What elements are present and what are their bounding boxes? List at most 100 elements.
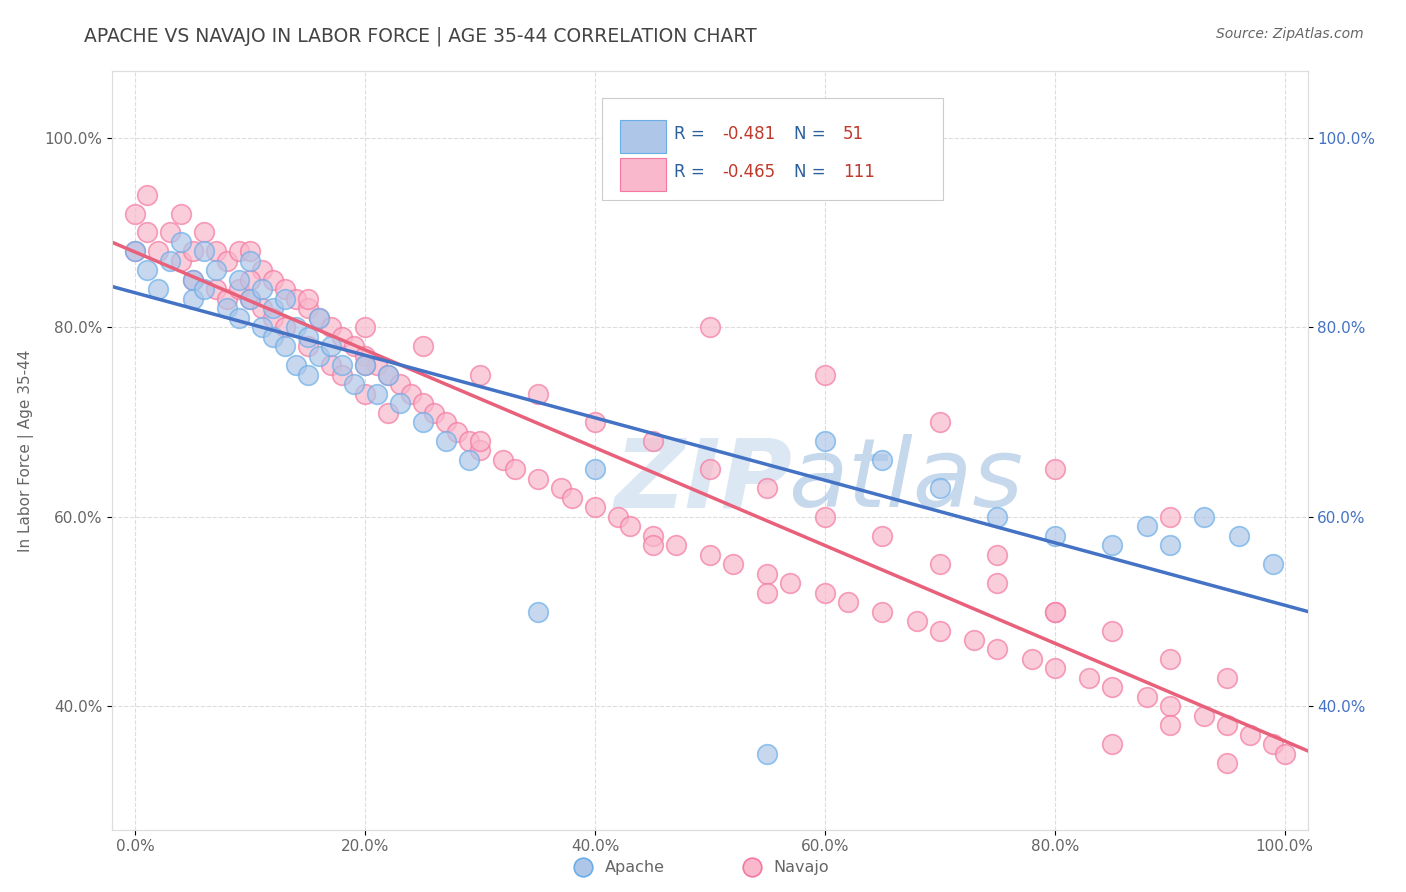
Point [354, 358, 377, 372]
Point [928, 415, 950, 429]
Point [986, 509, 1008, 524]
Text: ZIP: ZIP [614, 434, 793, 527]
Text: APACHE VS NAVAJO IN LABOR FORCE | AGE 35-44 CORRELATION CHART: APACHE VS NAVAJO IN LABOR FORCE | AGE 35… [84, 27, 756, 46]
Point [412, 396, 434, 410]
Point [986, 576, 1008, 591]
Text: R =: R = [675, 125, 710, 144]
Point [607, 509, 630, 524]
Point [193, 244, 215, 259]
Point [1216, 756, 1239, 771]
Point [928, 482, 950, 496]
Point [354, 358, 377, 372]
Text: Navajo: Navajo [773, 860, 830, 874]
Point [250, 301, 273, 316]
Point [721, 557, 744, 572]
Point [239, 273, 262, 287]
Text: -0.465: -0.465 [723, 163, 775, 181]
Point [262, 330, 284, 344]
FancyBboxPatch shape [620, 158, 666, 191]
Point [377, 368, 399, 382]
Text: N =: N = [793, 125, 831, 144]
Point [1159, 699, 1181, 714]
Point [664, 538, 686, 552]
Point [1136, 519, 1159, 533]
Point [412, 339, 434, 353]
Point [1021, 652, 1043, 666]
Point [1159, 538, 1181, 552]
Point [124, 206, 146, 220]
Point [814, 434, 837, 448]
Point [228, 310, 250, 325]
Point [239, 292, 262, 306]
Point [550, 482, 572, 496]
FancyBboxPatch shape [603, 98, 943, 201]
Point [1261, 737, 1284, 751]
Point [274, 292, 297, 306]
Point [354, 349, 377, 363]
Point [526, 605, 548, 619]
Point [928, 557, 950, 572]
Point [297, 292, 319, 306]
Point [228, 273, 250, 287]
Text: Apache: Apache [605, 860, 665, 874]
Point [434, 434, 457, 448]
Point [285, 358, 308, 372]
Point [1043, 605, 1066, 619]
Point [1043, 605, 1066, 619]
Point [205, 244, 228, 259]
Point [963, 633, 986, 648]
Text: atlas: atlas [787, 434, 1022, 527]
Point [699, 320, 721, 334]
Point [366, 358, 388, 372]
Point [583, 415, 606, 429]
Point [297, 368, 319, 382]
Point [1159, 718, 1181, 732]
Point [814, 509, 837, 524]
Point [1043, 462, 1066, 476]
Point [181, 244, 204, 259]
Point [756, 482, 779, 496]
Point [285, 320, 308, 334]
Point [250, 263, 273, 277]
Point [330, 358, 353, 372]
Point [756, 747, 779, 761]
Point [205, 282, 228, 296]
Point [583, 500, 606, 515]
Point [423, 406, 446, 420]
Point [1239, 728, 1261, 742]
Point [1192, 709, 1215, 723]
Point [470, 443, 492, 458]
Point [136, 263, 159, 277]
Point [159, 226, 181, 240]
Point [297, 301, 319, 316]
Text: 51: 51 [842, 125, 863, 144]
Point [354, 320, 377, 334]
Point [561, 491, 583, 505]
Point [217, 254, 239, 268]
Point [641, 529, 664, 543]
Point [274, 282, 297, 296]
Point [148, 244, 170, 259]
Point [262, 301, 284, 316]
Point [699, 548, 721, 562]
Point [193, 226, 215, 240]
Point [1043, 661, 1066, 675]
Point [756, 566, 779, 581]
Point [583, 462, 606, 476]
Point [170, 206, 193, 220]
Point [457, 453, 479, 467]
Point [228, 282, 250, 296]
Point [641, 434, 664, 448]
Point [1101, 538, 1123, 552]
Point [699, 462, 721, 476]
Point [1136, 690, 1159, 704]
Point [124, 244, 146, 259]
Point [1261, 557, 1284, 572]
Point [872, 529, 894, 543]
Point [814, 368, 837, 382]
Point [148, 282, 170, 296]
Point [343, 339, 366, 353]
Text: Source: ZipAtlas.com: Source: ZipAtlas.com [1216, 27, 1364, 41]
Text: 111: 111 [842, 163, 875, 181]
Point [905, 614, 928, 628]
